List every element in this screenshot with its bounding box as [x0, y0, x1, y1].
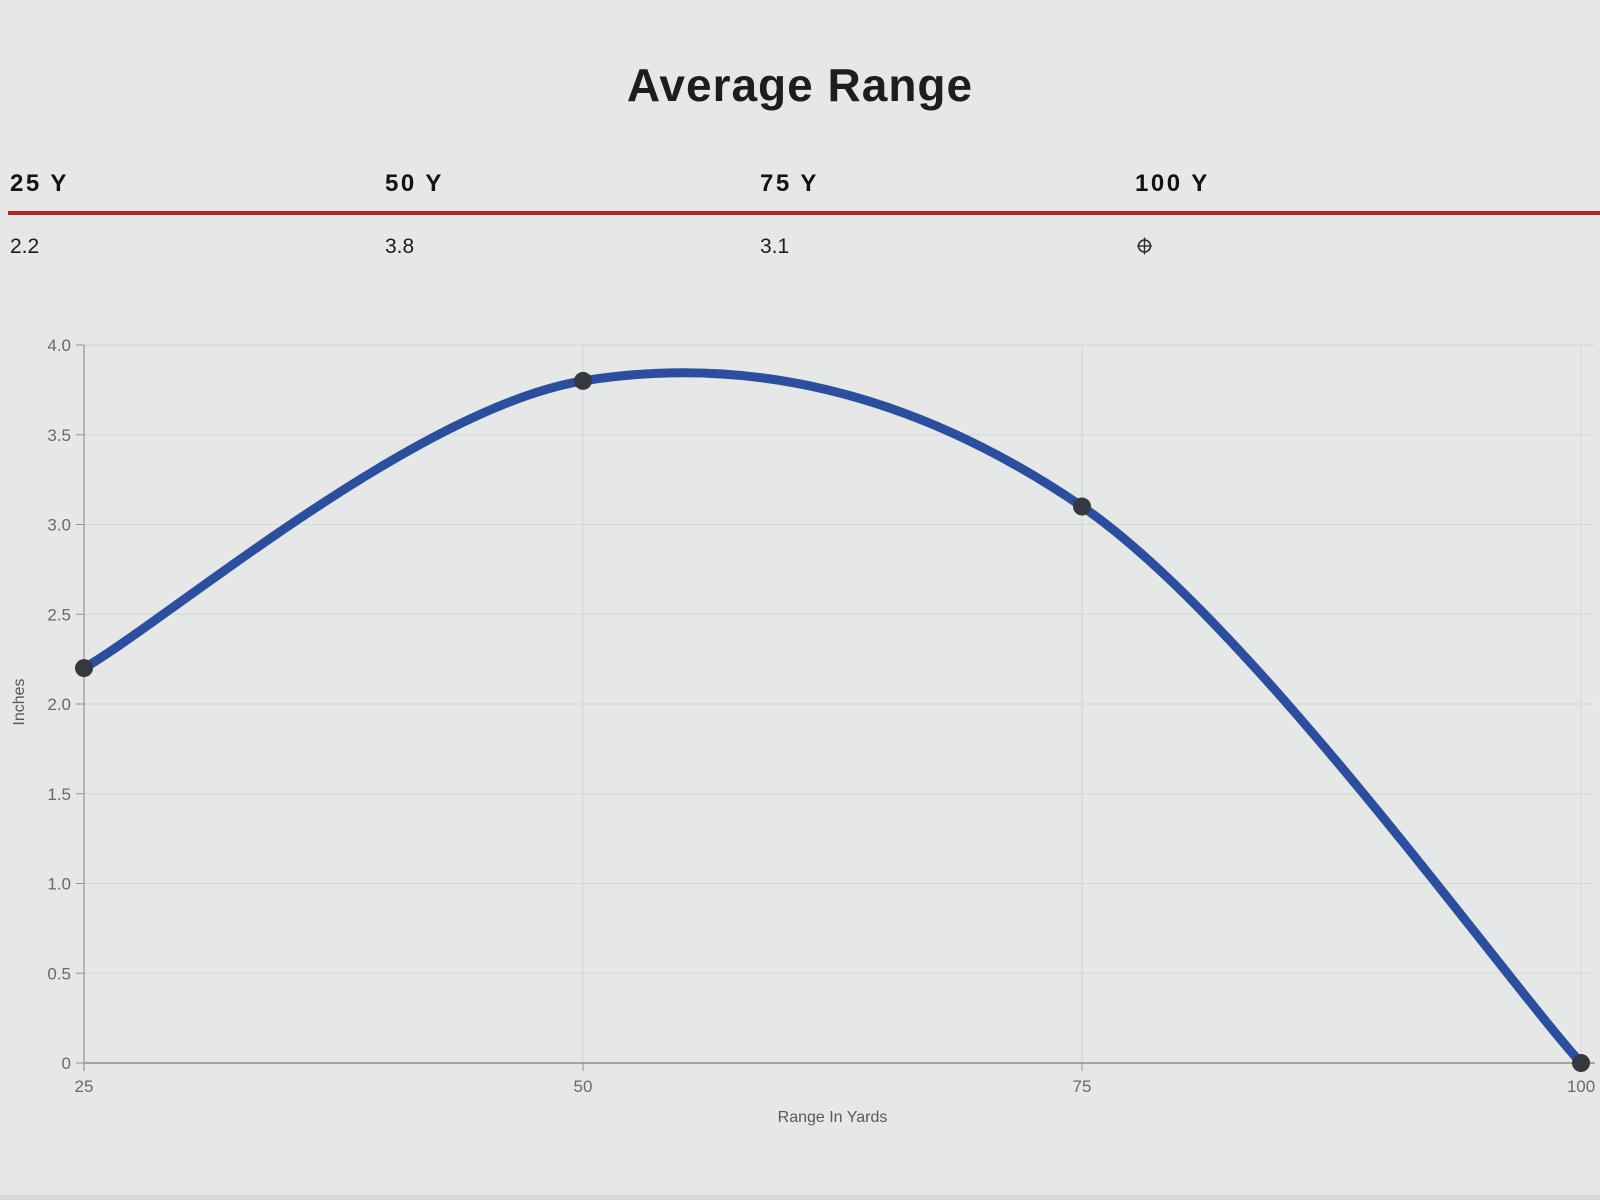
y-tick-label: 3.5: [47, 426, 71, 445]
x-tick-label: 100: [1567, 1077, 1595, 1096]
summary-col-header-50y: 50 Y: [385, 170, 444, 197]
y-tick-label: 1.5: [47, 785, 71, 804]
target-crosshair-icon: [1135, 235, 1154, 258]
data-point-marker: [1073, 497, 1091, 516]
summary-value-50y: 3.8: [385, 235, 415, 258]
summary-divider-line: [8, 211, 1600, 215]
y-tick-label: 1.0: [47, 875, 71, 894]
summary-value-25y: 2.2: [10, 235, 40, 258]
y-axis-title: Inches: [11, 678, 28, 725]
y-tick-label: 3.0: [47, 516, 71, 535]
x-tick-label: 25: [75, 1077, 94, 1096]
x-tick-label: 75: [1073, 1077, 1092, 1096]
y-tick-label: 2.5: [47, 605, 71, 624]
range-summary-values: 2.2 3.8 3.1: [10, 233, 1510, 261]
y-tick-label: 0.5: [47, 964, 71, 983]
series-line: [79, 368, 1586, 1068]
summary-col-header-100y: 100 Y: [1135, 170, 1210, 197]
y-tick-label: 4.0: [47, 336, 71, 355]
bottom-edge-divider: [0, 1195, 1600, 1200]
data-point-marker: [574, 371, 592, 390]
summary-col-header-25y: 25 Y: [10, 170, 69, 197]
range-summary-headers: 25 Y 50 Y 75 Y 100 Y: [10, 170, 1510, 198]
y-tick-label: 2.0: [47, 695, 71, 714]
x-axis-title: Range In Yards: [778, 1109, 888, 1126]
y-tick-label: 0: [62, 1054, 71, 1073]
summary-col-header-75y: 75 Y: [760, 170, 819, 197]
summary-value-100y: [1135, 233, 1510, 261]
data-point-marker: [75, 659, 93, 678]
x-tick-label: 50: [574, 1077, 593, 1096]
summary-value-75y: 3.1: [760, 235, 790, 258]
data-point-marker: [1572, 1054, 1590, 1072]
chart-title: Average Range: [626, 59, 974, 111]
